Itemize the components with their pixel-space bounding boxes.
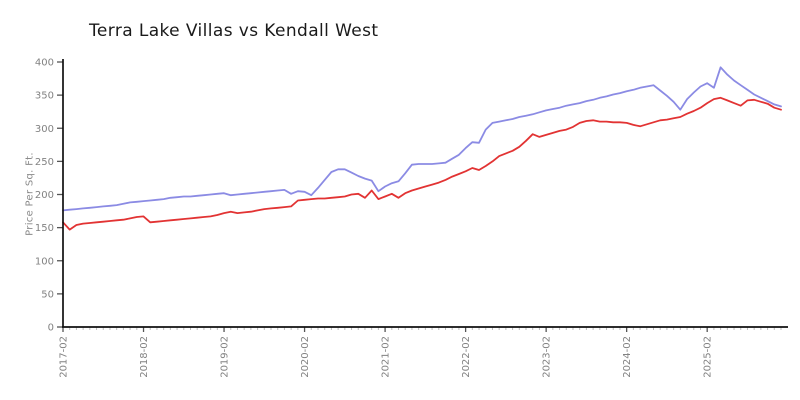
x-tick-label: 2025-02	[703, 336, 714, 378]
series-line-1	[62, 96, 782, 231]
y-tick-label: 50	[41, 289, 54, 300]
x-tick-label: 2023-02	[542, 336, 553, 378]
y-tick-label: 300	[35, 124, 54, 135]
x-tick-label: 2017-02	[59, 336, 70, 378]
y-axis-label: Price Per Sq. Ft.	[24, 152, 36, 236]
y-tick-label: 350	[35, 91, 54, 102]
x-tick-label: 2022-02	[461, 336, 472, 378]
x-tick-label: 2019-02	[220, 336, 231, 378]
y-tick-label: 0	[48, 323, 54, 334]
y-tick-label: 250	[35, 157, 54, 168]
x-tick-label: 2024-02	[622, 336, 633, 378]
y-tick-label: 200	[35, 190, 54, 201]
chart-title: Terra Lake Villas vs Kendall West	[89, 21, 379, 41]
x-tick-label: 2020-02	[300, 336, 311, 378]
y-tick-label: 100	[35, 256, 54, 267]
x-tick-label: 2018-02	[139, 336, 150, 378]
x-tick-label: 2021-02	[381, 336, 392, 378]
series-line-0	[62, 66, 782, 212]
y-tick-label: 150	[35, 223, 54, 234]
y-tick-label: 400	[35, 58, 54, 69]
